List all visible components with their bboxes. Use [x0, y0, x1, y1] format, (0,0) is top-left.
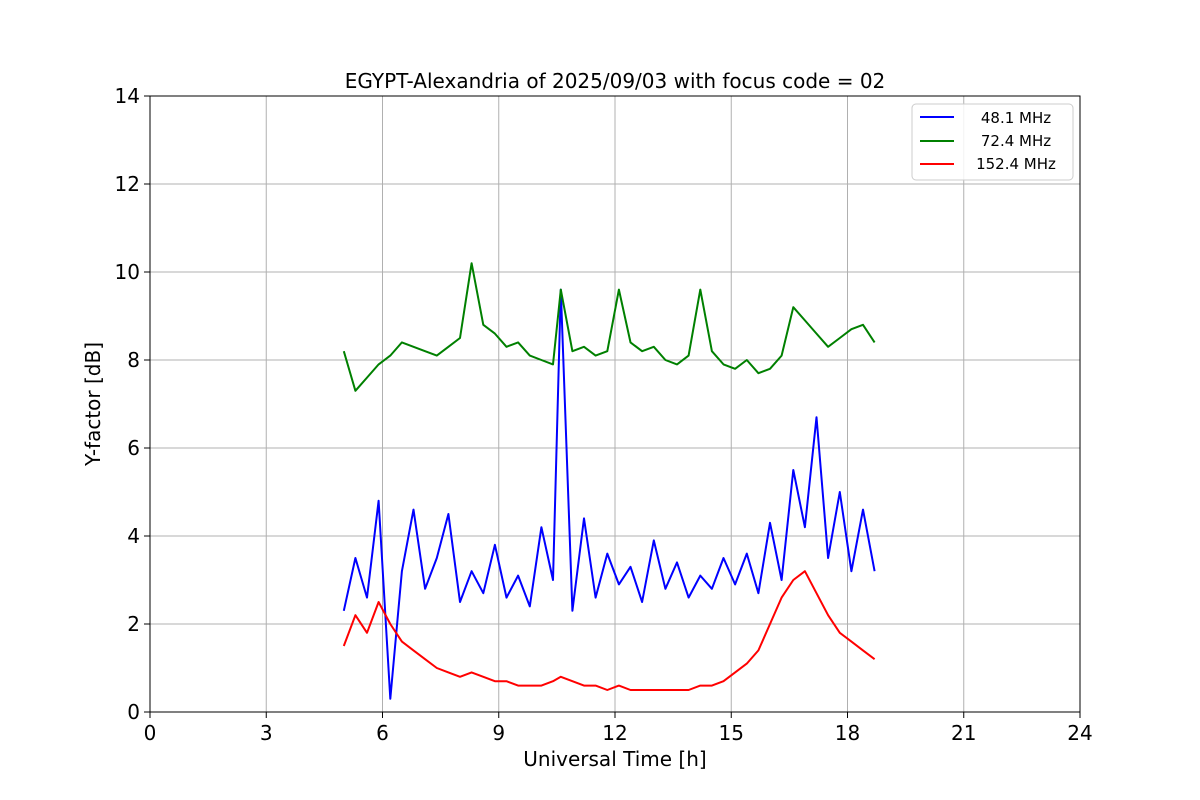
y-tick-label: 4	[127, 524, 140, 548]
x-axis-ticks: 0 3 6 9 12 15 18 21 24	[144, 712, 1093, 745]
legend-box	[911, 103, 1074, 181]
x-axis-label: Universal Time [h]	[523, 747, 706, 771]
y-axis-label: Y-factor [dB]	[81, 342, 105, 467]
x-tick-label: 15	[719, 721, 744, 745]
y-tick-label: 6	[127, 436, 140, 460]
y-tick-label: 2	[127, 612, 140, 636]
legend-label-72mhz: 72.4 MHz	[981, 132, 1051, 150]
series-48-1-mhz	[342, 288, 876, 700]
plot-area	[342, 262, 876, 700]
x-tick-label: 3	[260, 721, 273, 745]
legend-label-48mhz: 48.1 MHz	[981, 109, 1051, 127]
legend-label-152mhz: 152.4 MHz	[976, 155, 1056, 173]
y-tick-label: 10	[115, 260, 140, 284]
y-axis-ticks: 0 2 4 6 8 10 12 14	[115, 84, 150, 724]
y-tick-label: 8	[127, 348, 140, 372]
y-tick-label: 12	[115, 172, 140, 196]
x-tick-label: 21	[951, 721, 976, 745]
series-72-4-mhz	[342, 262, 876, 392]
y-tick-label: 0	[127, 700, 140, 724]
series-152-4-mhz	[342, 570, 876, 691]
x-tick-label: 18	[835, 721, 860, 745]
y-tick-label: 14	[115, 84, 140, 108]
x-tick-label: 24	[1067, 721, 1092, 745]
x-tick-label: 0	[144, 721, 157, 745]
legend: 48.1 MHz 72.4 MHz 152.4 MHz	[911, 103, 1074, 181]
x-tick-label: 9	[492, 721, 505, 745]
x-tick-label: 6	[376, 721, 389, 745]
x-tick-label: 12	[602, 721, 627, 745]
chart-title: EGYPT-Alexandria of 2025/09/03 with focu…	[345, 69, 886, 93]
